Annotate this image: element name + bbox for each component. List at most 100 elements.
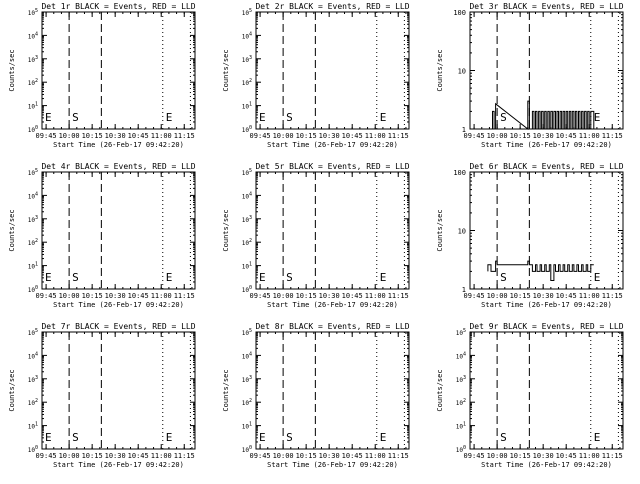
y-axis-label: Counts/sec [222,209,230,251]
marker-label: S [286,431,293,444]
y-tick-label: 101 [242,422,252,431]
marker-label: S [72,271,79,284]
marker-label: E [166,111,173,124]
x-tick-label: 11:15 [602,292,623,300]
panel-det1r: Det 1r BLACK = Events, RED = LLD 100 101 10… [8,2,196,149]
x-tick-label: 10:15 [510,292,531,300]
x-tick-label: 10:00 [487,452,508,460]
x-tick-label: 10:45 [342,292,363,300]
y-tick-label: 100 [28,285,38,294]
y-tick-label: 10 [458,228,466,236]
marker-label: E [380,431,387,444]
marker-label: E [380,111,387,124]
x-tick-label: 11:00 [151,132,172,140]
y-tick-label: 103 [242,215,252,224]
y-axis-label: Counts/sec [436,369,444,411]
marker-label: S [72,431,79,444]
x-tick-label: 10:30 [533,452,554,460]
y-tick-label: 103 [456,375,466,384]
y-tick-label: 101 [242,262,252,271]
x-tick-label: 09:45 [36,132,57,140]
y-tick-label: 105 [28,8,38,17]
x-tick-label: 11:15 [388,452,409,460]
y-axis-label: Counts/sec [8,369,16,411]
panel-det4r: Det 4r BLACK = Events, RED = LLD 100 101 10… [8,162,196,309]
marker-label: E [380,271,387,284]
y-tick-label: 104 [456,351,466,360]
x-tick-label: 10:00 [273,292,294,300]
panel-title: Det 5r BLACK = Events, RED = LLD [255,162,409,171]
panel-title: Det 2r BLACK = Events, RED = LLD [255,2,409,11]
x-tick-label: 10:30 [319,292,340,300]
x-tick-label: 10:45 [342,452,363,460]
x-tick-label: 10:00 [273,132,294,140]
y-tick-label: 101 [28,102,38,111]
y-tick-label: 104 [242,31,252,40]
x-tick-label: 10:30 [105,452,126,460]
y-axis-label: Counts/sec [8,49,16,91]
y-tick-label: 100 [456,445,466,454]
y-tick-label: 1 [462,126,466,134]
y-tick-label: 103 [28,55,38,64]
events-series [492,100,595,131]
marker-label: S [286,111,293,124]
x-tick-label: 10:00 [59,452,80,460]
y-tick-label: 104 [28,351,38,360]
y-tick-label: 100 [453,9,466,17]
y-tick-label: 105 [28,168,38,177]
x-tick-label: 10:15 [510,132,531,140]
marker-label: E [45,431,52,444]
x-tick-label: 11:00 [151,292,172,300]
marker-label: E [166,271,173,284]
x-tick-label: 09:45 [250,452,271,460]
x-axis-label: Start Time (26-Feb-17 09:42:20) [481,141,612,149]
y-tick-label: 102 [28,78,38,87]
y-tick-label: 104 [242,351,252,360]
marker-label: E [166,431,173,444]
x-axis-label: Start Time (26-Feb-17 09:42:20) [267,461,398,469]
marker-label: E [259,111,266,124]
y-tick-label: 100 [242,285,252,294]
panel-det3r: Det 3r BLACK = Events, RED = LLD 1 10 100 Co… [436,2,624,149]
panel-title: Det 3r BLACK = Events, RED = LLD [469,2,623,11]
y-tick-label: 105 [456,328,466,337]
y-tick-label: 105 [28,328,38,337]
x-tick-label: 10:15 [82,292,103,300]
panel-title: Det 6r BLACK = Events, RED = LLD [469,162,623,171]
events-series [487,260,594,281]
marker-label: E [594,271,601,284]
y-tick-label: 101 [28,262,38,271]
x-axis-label: Start Time (26-Feb-17 09:42:20) [53,461,184,469]
x-tick-label: 10:15 [296,132,317,140]
x-tick-label: 10:15 [296,452,317,460]
y-tick-label: 104 [28,31,38,40]
marker-label: S [500,111,507,124]
plot-frame [255,11,410,130]
x-tick-label: 09:45 [250,292,271,300]
marker-label: S [286,271,293,284]
y-tick-label: 102 [28,398,38,407]
x-axis-label: Start Time (26-Feb-17 09:42:20) [481,301,612,309]
x-tick-label: 10:00 [59,132,80,140]
y-tick-label: 105 [242,328,252,337]
marker-label: E [45,111,52,124]
y-axis-label: Counts/sec [222,369,230,411]
y-tick-label: 102 [242,78,252,87]
x-tick-label: 10:30 [105,132,126,140]
y-tick-label: 101 [28,422,38,431]
y-tick-label: 105 [242,8,252,17]
y-tick-label: 101 [456,422,466,431]
x-tick-label: 11:00 [365,132,386,140]
x-tick-label: 10:45 [128,452,149,460]
x-tick-label: 09:45 [464,292,485,300]
x-tick-label: 11:15 [602,452,623,460]
x-tick-label: 10:15 [82,452,103,460]
y-axis-label: Counts/sec [8,209,16,251]
panel-det5r: Det 5r BLACK = Events, RED = LLD 100 101 10… [222,162,410,309]
x-tick-label: 10:30 [105,292,126,300]
plot-frame [469,331,624,450]
y-tick-label: 104 [28,191,38,200]
marker-label: E [259,431,266,444]
x-tick-label: 11:15 [602,132,623,140]
